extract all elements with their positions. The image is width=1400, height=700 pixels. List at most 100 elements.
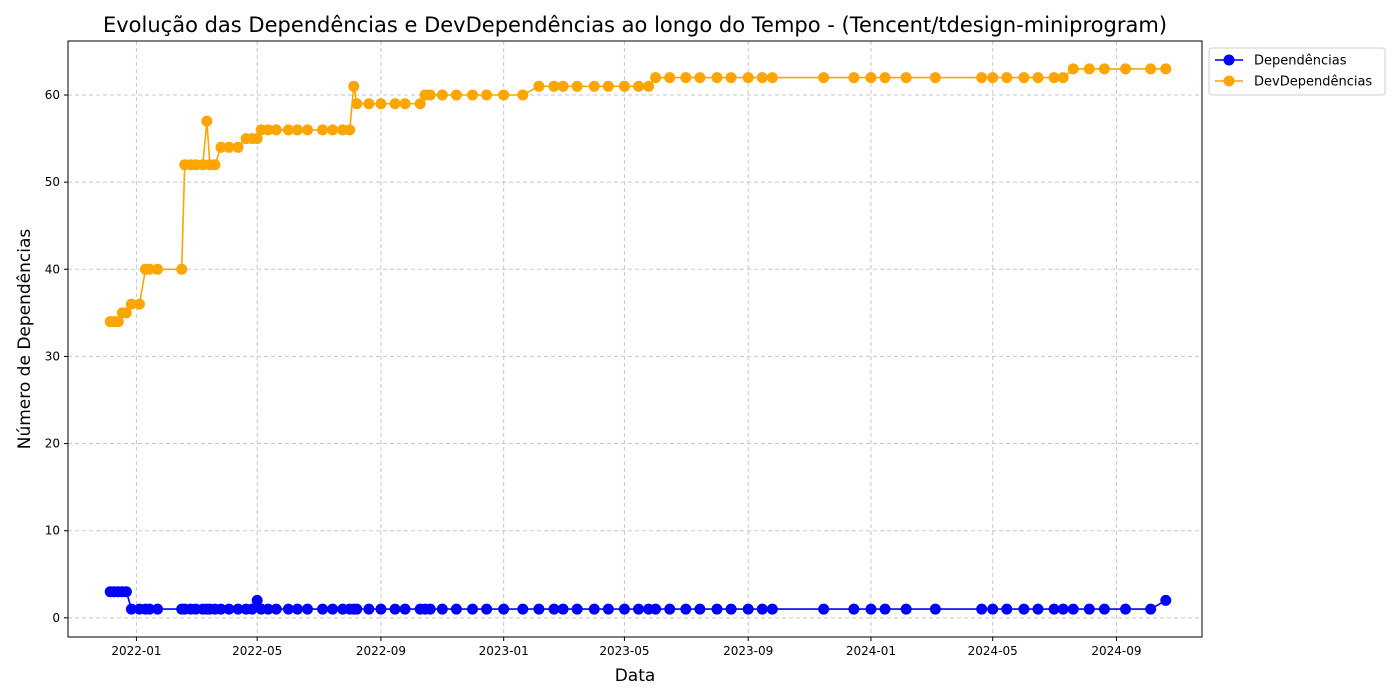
data-point (725, 603, 737, 615)
plot-area-frame (67, 40, 1203, 638)
data-point (270, 603, 282, 615)
legend-marker (1223, 75, 1235, 87)
data-point (125, 603, 137, 615)
y-tick-label: 10 (45, 524, 60, 538)
data-point (1160, 594, 1172, 606)
data-point (144, 263, 156, 275)
data-point (588, 80, 600, 92)
data-point (1083, 63, 1095, 75)
y-axis-label: Número de Dependências (15, 229, 35, 450)
data-point (144, 603, 156, 615)
data-point (571, 80, 583, 92)
data-point (1001, 603, 1013, 615)
data-point (1057, 603, 1069, 615)
data-point (317, 603, 329, 615)
x-tick-label: 2024-01 (846, 644, 896, 658)
data-point (848, 72, 860, 84)
legend-marker (1223, 54, 1235, 66)
x-tick-label: 2023-05 (599, 644, 649, 658)
data-point (498, 89, 510, 101)
series-dependencias (104, 586, 1172, 615)
data-point (1001, 72, 1013, 84)
data-point (363, 98, 375, 110)
data-point (879, 603, 891, 615)
grid-lines (68, 41, 1202, 637)
data-point (498, 603, 510, 615)
data-point (725, 72, 737, 84)
data-point (1145, 603, 1157, 615)
data-point (389, 98, 401, 110)
data-point (1120, 63, 1132, 75)
series-layer (104, 63, 1172, 615)
data-point (602, 603, 614, 615)
data-point (533, 603, 545, 615)
data-point (533, 80, 545, 92)
data-point (1067, 63, 1079, 75)
data-point (1160, 63, 1172, 75)
data-point (976, 603, 988, 615)
data-point (232, 603, 244, 615)
x-tick-label: 2022-01 (111, 644, 161, 658)
data-point (643, 80, 655, 92)
data-point (209, 159, 221, 171)
data-point (481, 89, 493, 101)
series-devdependencias (104, 63, 1172, 328)
x-tick-label: 2023-01 (479, 644, 529, 658)
data-point (900, 72, 912, 84)
data-point (756, 72, 768, 84)
data-point (548, 80, 560, 92)
legend-label: Dependências (1254, 54, 1347, 69)
data-point (1018, 603, 1030, 615)
data-point (742, 72, 754, 84)
y-tick-label: 30 (45, 349, 60, 363)
data-point (618, 80, 630, 92)
data-point (450, 89, 462, 101)
x-tick-label: 2022-05 (232, 644, 282, 658)
data-point (112, 316, 124, 328)
data-point (375, 98, 387, 110)
data-point (742, 603, 754, 615)
data-point (282, 603, 294, 615)
data-point (517, 89, 529, 101)
data-point (1083, 603, 1095, 615)
data-point (291, 603, 303, 615)
data-point (664, 72, 676, 84)
y-tick-label: 40 (45, 262, 60, 276)
x-axis-label: Data (615, 666, 656, 686)
data-point (571, 603, 583, 615)
data-point (1057, 72, 1069, 84)
data-point (363, 603, 375, 615)
data-point (466, 603, 478, 615)
data-point (120, 307, 132, 319)
x-tick-label: 2023-09 (723, 644, 773, 658)
y-axis: 0 10 20 30 40 50 60 (45, 88, 68, 625)
legend: Dependências DevDependências (1208, 47, 1386, 96)
data-point (223, 603, 235, 615)
data-point (633, 603, 645, 615)
x-tick-label: 2022-09 (356, 644, 406, 658)
data-point (818, 603, 830, 615)
legend-label: DevDependências (1254, 75, 1372, 90)
data-point (650, 603, 662, 615)
data-point (1048, 603, 1060, 615)
data-point (223, 141, 235, 153)
data-point (987, 603, 999, 615)
data-point (351, 603, 363, 615)
data-point (351, 98, 363, 110)
data-point (301, 603, 313, 615)
data-point (987, 72, 999, 84)
data-point (399, 98, 411, 110)
data-point (618, 603, 630, 615)
data-point (900, 603, 912, 615)
data-point (588, 603, 600, 615)
data-point (466, 89, 478, 101)
y-tick-label: 60 (45, 88, 60, 102)
data-point (450, 603, 462, 615)
y-tick-label: 50 (45, 175, 60, 189)
data-point (1145, 63, 1157, 75)
data-point (548, 603, 560, 615)
data-point (327, 603, 339, 615)
data-point (756, 603, 768, 615)
data-point (1048, 72, 1060, 84)
data-point (414, 98, 426, 110)
